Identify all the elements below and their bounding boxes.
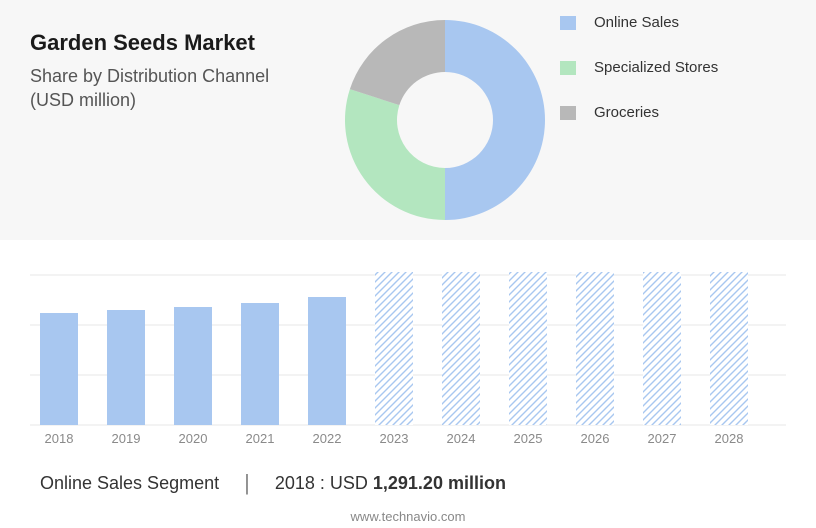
legend-item-specialized: Specialized Stores — [560, 59, 816, 76]
legend-label: Online Sales — [594, 14, 679, 31]
segment-label: Online Sales Segment — [40, 473, 219, 494]
svg-text:2026: 2026 — [581, 431, 610, 446]
highlight-value: 1,291.20 million — [373, 473, 506, 493]
donut-chart-container — [330, 0, 560, 240]
svg-text:2024: 2024 — [447, 431, 476, 446]
page-subtitle: Share by Distribution Channel (USD milli… — [30, 64, 330, 113]
legend-label: Specialized Stores — [594, 59, 718, 76]
bar-chart-section: 2018 2019 2020 2021 2022 2023 2024 2025 2026 2027… — [0, 240, 816, 460]
svg-text:2028: 2028 — [715, 431, 744, 446]
legend-item-groceries: Groceries — [560, 104, 816, 121]
highlight-prefix: 2018 : USD — [275, 473, 373, 493]
legend-swatch-icon — [560, 16, 576, 30]
svg-text:2022: 2022 — [313, 431, 342, 446]
legend-swatch-icon — [560, 61, 576, 75]
highlight-text: 2018 : USD 1,291.20 million — [275, 473, 506, 494]
subtitle-line2: (USD million) — [30, 90, 136, 110]
legend-item-online: Online Sales — [560, 14, 816, 31]
subtitle-line1: Share by Distribution Channel — [30, 66, 269, 86]
legend-label: Groceries — [594, 104, 659, 121]
legend: Online Sales Specialized Stores Grocerie… — [560, 0, 816, 240]
svg-text:2020: 2020 — [179, 431, 208, 446]
source-url: www.technavio.com — [0, 509, 816, 524]
bar-chart: 2018 2019 2020 2021 2022 2023 2024 2025 2026 2027… — [30, 270, 786, 450]
svg-text:2023: 2023 — [380, 431, 409, 446]
title-block: Garden Seeds Market Share by Distributio… — [0, 0, 330, 240]
svg-text:2018: 2018 — [45, 431, 74, 446]
svg-text:2021: 2021 — [246, 431, 275, 446]
svg-text:2025: 2025 — [514, 431, 543, 446]
divider-icon: | — [244, 470, 250, 496]
footer-row: Online Sales Segment | 2018 : USD 1,291.… — [0, 460, 816, 496]
page-title: Garden Seeds Market — [30, 30, 330, 56]
top-section: Garden Seeds Market Share by Distributio… — [0, 0, 816, 240]
svg-text:2027: 2027 — [648, 431, 677, 446]
svg-text:2019: 2019 — [112, 431, 141, 446]
donut-chart — [345, 20, 545, 220]
legend-swatch-icon — [560, 106, 576, 120]
